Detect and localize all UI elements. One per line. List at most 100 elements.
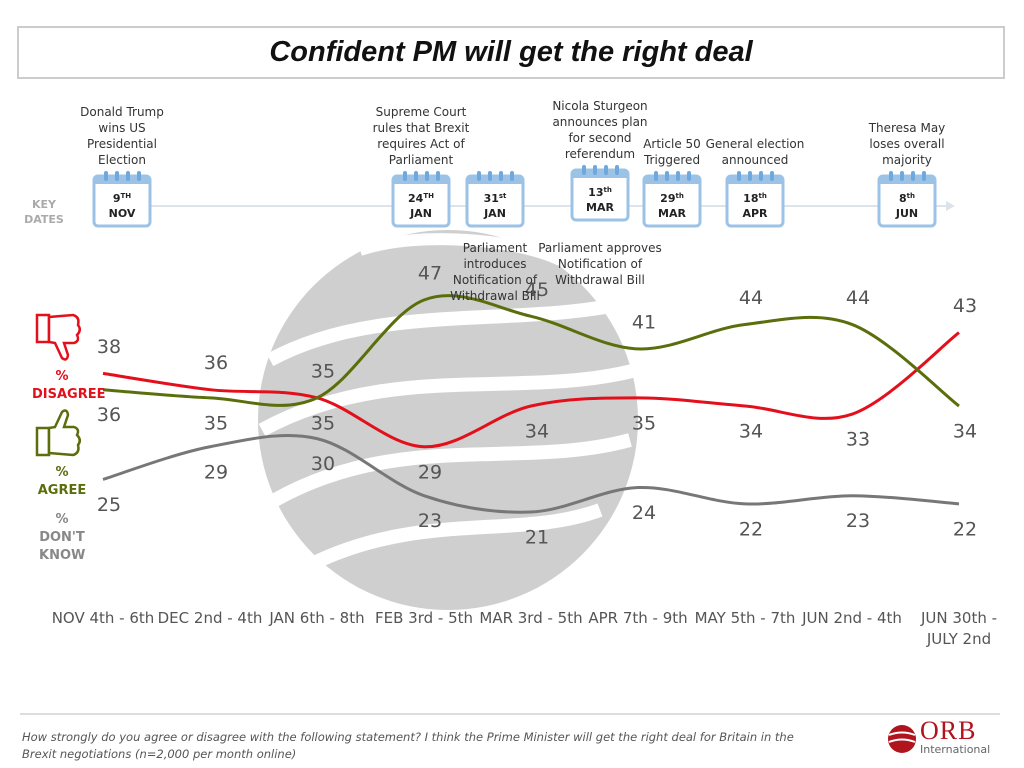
calendar-ring (104, 171, 108, 181)
data-label: 23 (418, 510, 442, 532)
data-label: 29 (204, 461, 228, 483)
data-label: 22 (739, 518, 763, 540)
data-label: 22 (953, 518, 977, 540)
data-label: 29 (418, 461, 442, 483)
date-month: MAR (586, 201, 614, 214)
calendar-header (94, 176, 150, 184)
logo-name: ORB (920, 716, 977, 745)
x-tick-label: MAY 5th - 7th (694, 609, 796, 627)
calendar-ring (477, 171, 481, 181)
data-label: 35 (204, 412, 228, 434)
date-day-number: 31 (484, 192, 499, 205)
date-day: 24TH (408, 192, 434, 205)
data-label: 36 (204, 352, 228, 374)
date-day-number: 13 (588, 186, 603, 199)
data-label: 21 (525, 527, 549, 549)
calendar-ring (900, 171, 904, 181)
data-label: 45 (525, 279, 549, 301)
date-suffix: th (603, 186, 611, 194)
x-tick-label: JAN 6th - 8th (269, 609, 365, 627)
calendar-icon: 8th JUN (877, 171, 937, 228)
calendar-ring (676, 171, 680, 181)
data-label: 34 (739, 421, 763, 443)
event-label: Article 50 Triggered (643, 137, 701, 167)
calendar-ring (593, 165, 597, 175)
calendar-icon: 24TH JAN (391, 171, 451, 228)
x-tick-label: JUN 30th - JULY 2nd (920, 609, 998, 648)
date-suffix: th (675, 192, 683, 200)
calendar-icon: 18th APR (725, 171, 785, 228)
event-label: Supreme Court rules that Brexit requires… (372, 105, 470, 167)
calendar-ring (403, 171, 407, 181)
x-tick-label: FEB 3rd - 5th (374, 609, 473, 627)
date-suffix: TH (121, 192, 132, 200)
date-day-number: 29 (660, 192, 675, 205)
date-day-number: 24 (408, 192, 424, 205)
data-label: 35 (311, 412, 335, 434)
calendar-ring (665, 171, 669, 181)
calendar-ring (137, 171, 141, 181)
event-label: Donald Trump wins US Presidential Electi… (80, 105, 164, 167)
x-tick-label: DEC 2nd - 4th (157, 609, 263, 627)
date-day: 31st (484, 192, 507, 205)
calendar-icon: 9TH NOV (92, 171, 152, 228)
date-day: 18th (743, 192, 767, 205)
date-day: 29th (660, 192, 684, 205)
calendar-icon: 31st JAN (465, 171, 525, 228)
date-suffix: st (499, 192, 507, 200)
date-day-number: 18 (743, 192, 758, 205)
timeline-arrow (946, 201, 955, 211)
calendar-ring (488, 171, 492, 181)
date-day-number: 8 (899, 192, 907, 205)
data-label: 41 (632, 311, 656, 333)
x-tick-label: NOV 4th - 6th (51, 609, 155, 627)
logo-mark (888, 725, 916, 753)
event-label: Theresa May loses overall majority (868, 121, 946, 167)
calendar-ring (115, 171, 119, 181)
calendar-header (644, 176, 700, 184)
calendar-ring (510, 171, 514, 181)
calendar-ring (582, 165, 586, 175)
footnote: How strongly do you agree or disagree wi… (22, 730, 794, 761)
data-label: 34 (953, 421, 977, 443)
data-label: 34 (525, 421, 549, 443)
calendar-ring (425, 171, 429, 181)
event-label: General election announced (705, 137, 805, 167)
data-label: 24 (632, 502, 656, 524)
globe-watermark (258, 230, 642, 610)
key-dates-label: KEY DATES (24, 198, 64, 226)
calendar-header (727, 176, 783, 184)
data-label: 33 (846, 429, 870, 451)
calendar-header (879, 176, 935, 184)
calendar-header (393, 176, 449, 184)
calendar-ring (436, 171, 440, 181)
calendar-icon: 29th MAR (642, 171, 702, 228)
date-month: JUN (895, 207, 918, 220)
calendar-ring (615, 165, 619, 175)
title-box (17, 26, 1005, 79)
calendar-ring (687, 171, 691, 181)
x-tick-label: MAR 3rd - 5th (479, 609, 583, 627)
data-label: 23 (846, 510, 870, 532)
data-label: 47 (418, 263, 442, 285)
series-line (102, 294, 960, 408)
date-day: 8th (899, 192, 915, 205)
date-suffix: th (907, 192, 915, 200)
data-label: 44 (739, 287, 763, 309)
calendar-ring (126, 171, 130, 181)
calendar-ring (911, 171, 915, 181)
data-label: 43 (953, 295, 977, 317)
calendar-ring (889, 171, 893, 181)
date-month: JAN (483, 207, 506, 220)
calendar-header (467, 176, 523, 184)
data-label: 44 (846, 287, 870, 309)
series-line (102, 433, 960, 514)
event-note: Parliament introduces Notification of Wi… (450, 241, 540, 303)
calendar-ring (737, 171, 741, 181)
series-line (102, 331, 960, 449)
legend-label: % AGREE (37, 465, 87, 498)
calendar-ring (748, 171, 752, 181)
x-tick-label: JUN 2nd - 4th (802, 609, 902, 627)
date-day-number: 9 (113, 192, 121, 205)
